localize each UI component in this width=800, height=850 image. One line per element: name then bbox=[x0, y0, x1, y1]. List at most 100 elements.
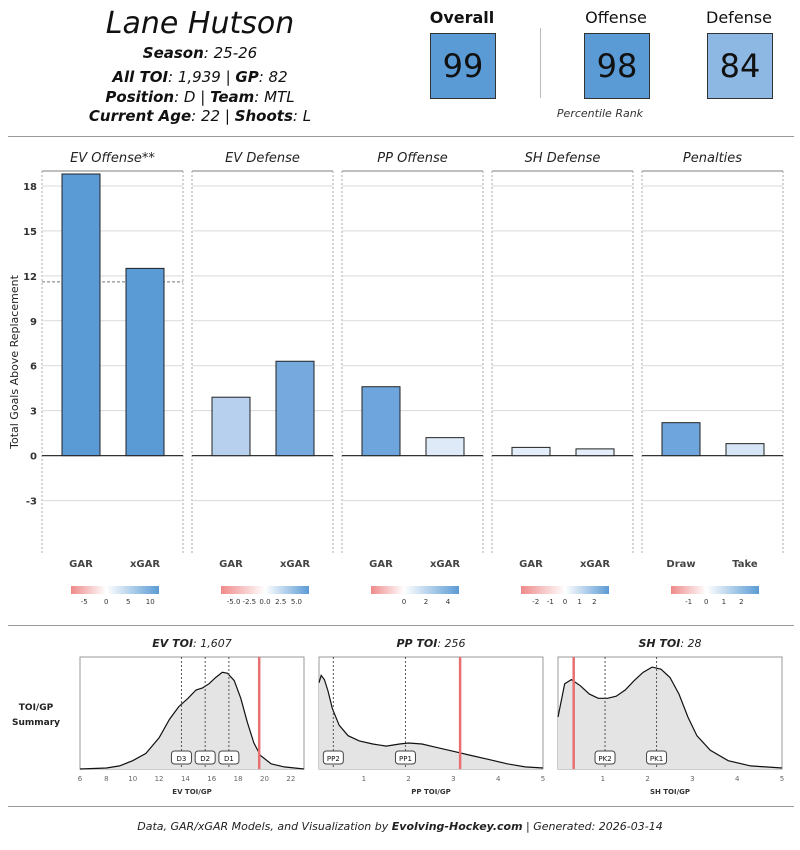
panel-title: PP Offense bbox=[377, 151, 447, 166]
toi-title-key: EV TOI bbox=[152, 637, 193, 650]
x-axis-label: EV TOI/GP bbox=[172, 788, 211, 796]
team-value: MTL bbox=[264, 88, 295, 106]
toi-label: All TOI bbox=[112, 68, 169, 86]
gp-label: GP bbox=[235, 68, 259, 86]
shoots-label: Shoots bbox=[234, 107, 293, 125]
panel-title: EV Offense** bbox=[70, 151, 155, 166]
x-tick-label: GAR bbox=[219, 559, 243, 570]
x-tick-label: 12 bbox=[155, 775, 164, 783]
role-marker-box bbox=[218, 750, 240, 765]
chart-divider bbox=[8, 625, 794, 626]
y-axis-label: Total Goals Above Replacement bbox=[8, 274, 21, 449]
gp-value: 82 bbox=[268, 68, 288, 86]
x-tick-label: GAR bbox=[519, 559, 543, 570]
density-curve bbox=[79, 671, 305, 770]
x-axis-label: SH TOI/GP bbox=[650, 788, 690, 796]
x-tick-label: 6 bbox=[78, 775, 83, 783]
panel-ev-defense: EV Defense GAR xGAR -5.0 -2.5 0.0 2.5 5.0 bbox=[191, 151, 334, 606]
legend-colorbar bbox=[71, 586, 159, 594]
team-label: Team bbox=[210, 88, 255, 106]
panel-sh-defense: SH Defense GAR xGAR -2 -1 0 1 2 bbox=[491, 151, 634, 606]
season-value: 25-26 bbox=[213, 44, 258, 62]
x-tick-label: 5 bbox=[780, 775, 784, 783]
bar-xgar bbox=[275, 360, 315, 457]
legend-tick-label: 2 bbox=[592, 598, 596, 606]
toi-title-value: : 1,607 bbox=[193, 637, 232, 650]
position-value: D bbox=[183, 88, 196, 106]
legend-tick-label: 2 bbox=[424, 598, 428, 606]
footer-brand: Evolving-Hockey.com bbox=[391, 820, 523, 833]
legend-colorbar bbox=[221, 586, 309, 594]
defense-label: Defense bbox=[706, 8, 772, 27]
x-tick-label: 5 bbox=[541, 775, 545, 783]
x-tick-label: 2 bbox=[406, 775, 410, 783]
toi-panel-title: SH TOI: 28 bbox=[638, 637, 701, 650]
y-tick-label: 12 bbox=[23, 272, 37, 283]
x-tick-label: 22 bbox=[286, 775, 295, 783]
x-tick-label: GAR bbox=[69, 559, 93, 570]
density-curve bbox=[557, 666, 783, 769]
panel-pp-offense: PP Offense GAR xGAR 0 2 4 bbox=[341, 151, 484, 606]
x-tick-label: 16 bbox=[207, 775, 216, 783]
footer: Data, GAR/xGAR Models, and Visualization… bbox=[0, 820, 800, 833]
legend-tick-label: 2.5 bbox=[275, 598, 286, 606]
y-tick-label: 3 bbox=[30, 407, 37, 418]
density-area bbox=[80, 672, 304, 769]
legend-tick-label: 1 bbox=[722, 598, 726, 606]
x-tick-label: xGAR bbox=[430, 559, 460, 570]
toi-title-key: SH TOI bbox=[638, 637, 680, 650]
gar-bar-chart: Total Goals Above Replacement-3036912151… bbox=[8, 151, 784, 606]
legend-tick-label: -5 bbox=[81, 598, 88, 606]
shoots-value: L bbox=[302, 107, 312, 125]
x-tick-label: 4 bbox=[735, 775, 740, 783]
percentile-caption: Percentile Rank bbox=[556, 107, 644, 120]
x-tick-label: 18 bbox=[234, 775, 243, 783]
overall-percentile-box: 99 bbox=[430, 33, 496, 99]
legend-tick-label: 0 bbox=[104, 598, 108, 606]
offense-label: Offense bbox=[585, 8, 647, 27]
toi-row-label: Summary bbox=[12, 718, 60, 728]
y-tick-label: 0 bbox=[30, 452, 37, 463]
toi-row-label: TOI/GP bbox=[19, 703, 54, 713]
bar-draw bbox=[661, 422, 701, 457]
toi-panel-pp-toi: PP TOI: 256 PP2 PP1 1 2 3 4 5 PP TOI/GP bbox=[318, 637, 545, 796]
density-curve bbox=[318, 674, 544, 769]
role-marker-box bbox=[594, 750, 616, 765]
role-marker-box bbox=[170, 750, 192, 765]
role-marker-label: PP1 bbox=[399, 755, 412, 763]
percentile-divider bbox=[540, 28, 541, 98]
role-marker-label: PP2 bbox=[327, 755, 340, 763]
toi-panel-sh-toi: SH TOI: 28 PK2 PK1 1 2 3 4 5 SH TOI/GP bbox=[557, 637, 784, 796]
x-tick-label: Draw bbox=[666, 559, 695, 570]
x-tick-label: Take bbox=[732, 559, 758, 570]
role-marker-box bbox=[646, 750, 668, 765]
bar-xgar bbox=[125, 267, 165, 457]
density-area bbox=[319, 675, 543, 769]
x-tick-label: 20 bbox=[260, 775, 269, 783]
legend-tick-label: -2.5 bbox=[242, 598, 256, 606]
toi-title-key: PP TOI bbox=[396, 637, 437, 650]
legend-tick-label: 0.0 bbox=[259, 598, 270, 606]
legend-tick-label: -1 bbox=[685, 598, 692, 606]
legend-colorbar bbox=[521, 586, 609, 594]
bar-gar bbox=[211, 396, 251, 457]
panel-ev-offense: EV Offense** GAR xGAR -5 0 5 10 bbox=[41, 151, 184, 606]
role-marker-box bbox=[194, 750, 216, 765]
legend-tick-label: 2 bbox=[739, 598, 743, 606]
overall-label: Overall bbox=[429, 8, 495, 27]
bar-gar bbox=[61, 173, 101, 457]
x-tick-label: GAR bbox=[369, 559, 393, 570]
panel-title: EV Defense bbox=[225, 151, 300, 166]
legend-tick-label: -1 bbox=[547, 598, 554, 606]
toi-panel-title: EV TOI: 1,607 bbox=[152, 637, 232, 650]
legend-tick-label: 5 bbox=[126, 598, 130, 606]
season-line: Season: 25-26 bbox=[142, 44, 258, 62]
header: Lane Hutson Season: 25-26 All TOI: 1,939… bbox=[0, 0, 800, 135]
x-tick-label: xGAR bbox=[130, 559, 160, 570]
footer-divider bbox=[8, 806, 794, 807]
toi-value: 1,939 bbox=[177, 68, 221, 86]
x-tick-label: 10 bbox=[128, 775, 137, 783]
age-shoots-line: Current Age: 22 | Shoots: L bbox=[88, 107, 312, 125]
bar-gar bbox=[361, 386, 401, 457]
